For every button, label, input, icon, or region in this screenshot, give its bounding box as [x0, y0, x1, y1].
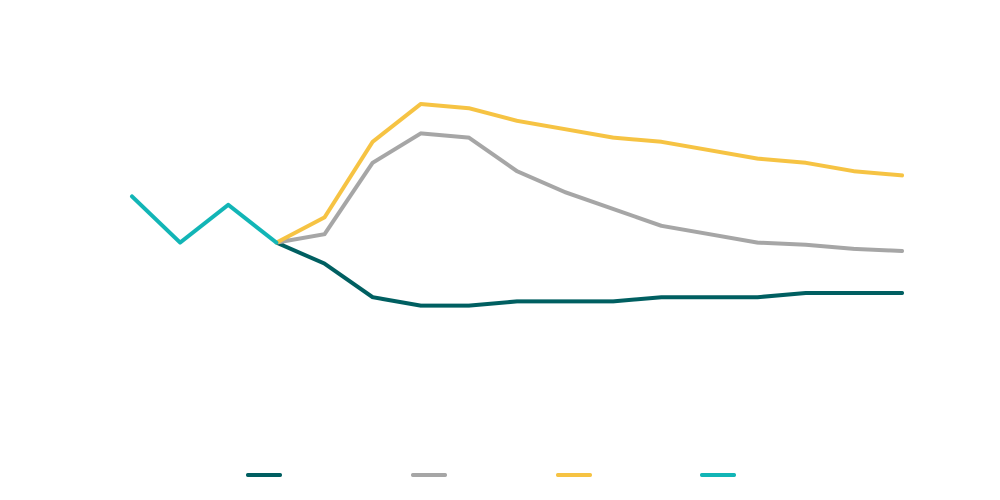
series-2-line	[274, 131, 904, 253]
series-1	[274, 240, 904, 308]
series-3	[274, 102, 904, 245]
series-2	[274, 131, 904, 253]
series-4	[130, 194, 279, 245]
series-3-line	[274, 102, 904, 245]
series-1-line	[274, 240, 904, 308]
series-layer	[130, 102, 904, 308]
series-4-line	[130, 194, 279, 245]
